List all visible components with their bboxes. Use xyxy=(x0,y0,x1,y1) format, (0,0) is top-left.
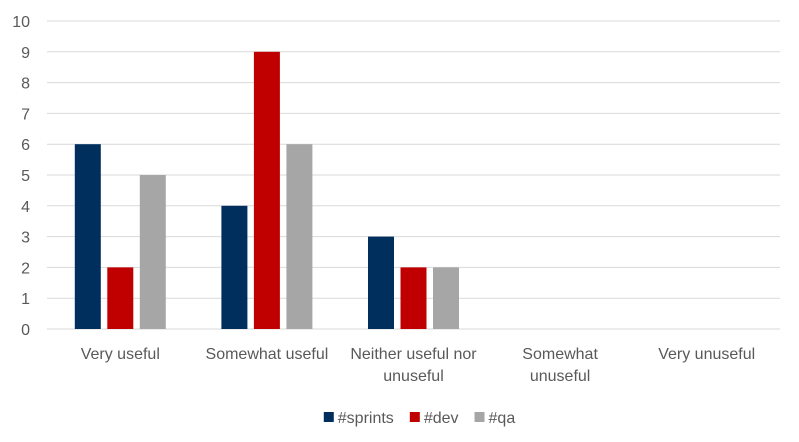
bar-dev-0 xyxy=(107,267,134,329)
category-label: Somewhat useful xyxy=(206,346,329,363)
legend-swatch-sprints xyxy=(323,412,334,422)
legend-label-dev: #dev xyxy=(424,410,459,427)
legend: #sprints #dev #qa xyxy=(323,410,516,427)
y-tick-label: 1 xyxy=(21,291,30,308)
legend-swatch-qa xyxy=(474,412,485,422)
category-label: Very useful xyxy=(81,346,160,363)
category-label: Somewhat xyxy=(522,346,598,363)
y-tick-label: 9 xyxy=(21,45,30,62)
category-label: unuseful xyxy=(530,368,591,385)
y-tick-label: 6 xyxy=(21,137,30,154)
bar-sprints-2 xyxy=(368,236,394,329)
y-axis-ticks: 0 1 2 3 4 5 6 7 8 9 10 xyxy=(12,14,30,339)
legend-swatch-dev xyxy=(409,412,420,422)
category-label: unuseful xyxy=(383,368,444,385)
y-tick-label: 4 xyxy=(21,199,30,216)
bar-qa-1 xyxy=(286,144,313,329)
bar-dev-1 xyxy=(253,51,280,330)
bar-sprints-1 xyxy=(221,205,248,329)
gridlines xyxy=(47,20,780,330)
bar-dev-2 xyxy=(400,267,427,329)
y-tick-label: 8 xyxy=(21,76,30,93)
y-tick-label: 2 xyxy=(21,260,30,277)
legend-label-sprints: #sprints xyxy=(338,410,394,427)
y-tick-label: 3 xyxy=(21,230,30,247)
bar-qa-0 xyxy=(139,175,166,329)
bars xyxy=(74,51,459,330)
y-tick-label: 5 xyxy=(21,168,30,185)
y-tick-label: 10 xyxy=(12,14,30,31)
bar-qa-2 xyxy=(433,267,459,329)
legend-label-qa: #qa xyxy=(489,410,516,427)
y-tick-label: 7 xyxy=(21,106,30,123)
category-label: Very unuseful xyxy=(658,346,755,363)
category-label: Neither useful nor xyxy=(350,346,477,363)
bar-sprints-0 xyxy=(74,144,101,329)
x-axis-labels: Very useful Somewhat useful Neither useful… xyxy=(81,346,755,385)
y-tick-label: 0 xyxy=(21,322,30,339)
